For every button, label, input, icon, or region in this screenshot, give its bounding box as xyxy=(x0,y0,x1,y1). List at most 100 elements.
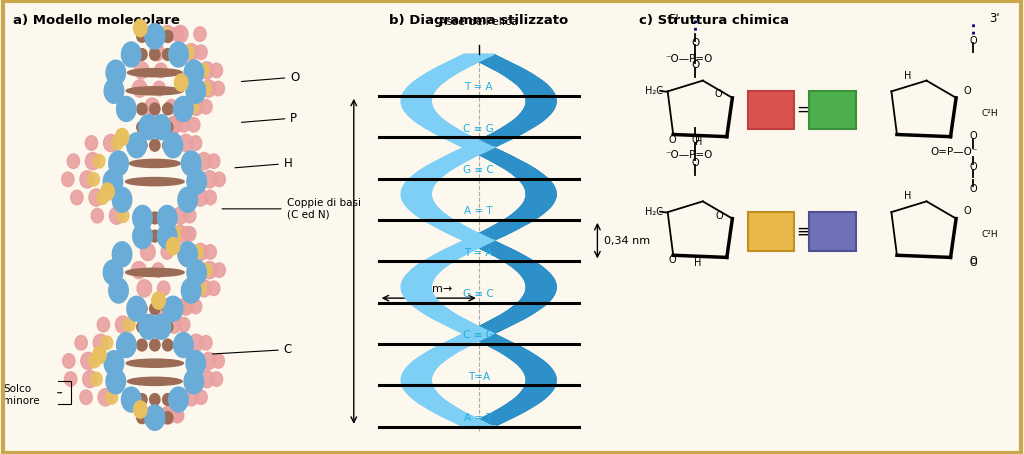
Text: O: O xyxy=(691,38,699,48)
Ellipse shape xyxy=(150,44,165,61)
Polygon shape xyxy=(474,235,507,236)
Polygon shape xyxy=(518,272,549,273)
Text: O: O xyxy=(715,89,722,99)
Polygon shape xyxy=(455,244,486,245)
Polygon shape xyxy=(414,213,444,214)
Polygon shape xyxy=(409,178,439,179)
Text: A = T: A = T xyxy=(465,206,493,216)
Polygon shape xyxy=(456,423,487,424)
Ellipse shape xyxy=(137,30,147,42)
Ellipse shape xyxy=(171,408,183,423)
Polygon shape xyxy=(497,257,528,258)
Ellipse shape xyxy=(163,339,173,351)
Polygon shape xyxy=(421,125,453,126)
Polygon shape xyxy=(401,104,432,105)
Polygon shape xyxy=(507,263,539,264)
Polygon shape xyxy=(404,390,435,391)
Polygon shape xyxy=(463,240,495,241)
Polygon shape xyxy=(418,403,450,404)
Polygon shape xyxy=(464,148,497,149)
Polygon shape xyxy=(443,250,475,251)
Polygon shape xyxy=(526,379,556,380)
Polygon shape xyxy=(454,152,485,153)
Polygon shape xyxy=(465,239,497,240)
Polygon shape xyxy=(497,223,528,224)
Polygon shape xyxy=(406,275,436,276)
Text: P: P xyxy=(242,112,297,124)
Polygon shape xyxy=(434,347,466,348)
Polygon shape xyxy=(449,61,480,62)
Ellipse shape xyxy=(113,242,132,267)
Text: O: O xyxy=(970,258,977,268)
Polygon shape xyxy=(499,129,530,130)
Polygon shape xyxy=(418,264,449,265)
Polygon shape xyxy=(401,103,431,104)
Polygon shape xyxy=(409,208,439,209)
Ellipse shape xyxy=(145,24,165,49)
Polygon shape xyxy=(466,331,498,332)
Ellipse shape xyxy=(116,128,129,146)
Text: C ≡ G: C ≡ G xyxy=(463,123,495,133)
Polygon shape xyxy=(442,416,474,417)
Ellipse shape xyxy=(71,190,83,205)
Polygon shape xyxy=(404,370,435,371)
Polygon shape xyxy=(500,315,530,316)
Ellipse shape xyxy=(133,223,153,248)
Polygon shape xyxy=(441,251,473,252)
FancyBboxPatch shape xyxy=(809,212,855,251)
Polygon shape xyxy=(506,356,538,357)
Polygon shape xyxy=(402,279,433,280)
Polygon shape xyxy=(526,378,556,379)
Polygon shape xyxy=(422,312,454,313)
Polygon shape xyxy=(402,94,433,95)
Ellipse shape xyxy=(91,372,102,386)
Polygon shape xyxy=(454,58,485,59)
Polygon shape xyxy=(402,373,433,374)
Polygon shape xyxy=(441,137,473,138)
Polygon shape xyxy=(431,224,463,225)
Polygon shape xyxy=(513,399,545,400)
Polygon shape xyxy=(401,379,431,380)
Polygon shape xyxy=(401,381,431,382)
Polygon shape xyxy=(401,105,432,106)
Polygon shape xyxy=(510,265,542,266)
Polygon shape xyxy=(444,417,476,419)
Polygon shape xyxy=(438,228,470,229)
Polygon shape xyxy=(518,115,549,116)
Ellipse shape xyxy=(137,139,147,151)
Polygon shape xyxy=(438,252,470,253)
FancyBboxPatch shape xyxy=(809,91,855,129)
Ellipse shape xyxy=(150,30,160,42)
Ellipse shape xyxy=(202,80,216,97)
Polygon shape xyxy=(525,95,555,96)
FancyBboxPatch shape xyxy=(748,91,795,129)
Ellipse shape xyxy=(189,136,202,150)
Text: T: T xyxy=(764,100,778,119)
Polygon shape xyxy=(463,147,496,148)
Text: O: O xyxy=(970,162,977,172)
Polygon shape xyxy=(483,323,515,324)
Ellipse shape xyxy=(171,227,182,241)
Polygon shape xyxy=(457,243,488,244)
Polygon shape xyxy=(467,238,499,239)
Polygon shape xyxy=(401,101,431,102)
Polygon shape xyxy=(478,233,510,234)
Polygon shape xyxy=(507,404,538,405)
Polygon shape xyxy=(497,350,528,351)
Polygon shape xyxy=(482,250,514,251)
Text: O: O xyxy=(691,158,699,168)
Polygon shape xyxy=(471,244,503,245)
Ellipse shape xyxy=(159,409,170,422)
Ellipse shape xyxy=(150,49,160,60)
Polygon shape xyxy=(487,228,519,229)
Ellipse shape xyxy=(150,212,160,224)
Polygon shape xyxy=(516,270,547,271)
Polygon shape xyxy=(439,136,471,137)
Polygon shape xyxy=(490,413,522,414)
Polygon shape xyxy=(413,361,443,362)
Polygon shape xyxy=(473,338,505,339)
Polygon shape xyxy=(427,166,458,167)
Polygon shape xyxy=(500,128,531,129)
Ellipse shape xyxy=(163,303,173,315)
Polygon shape xyxy=(403,185,434,186)
